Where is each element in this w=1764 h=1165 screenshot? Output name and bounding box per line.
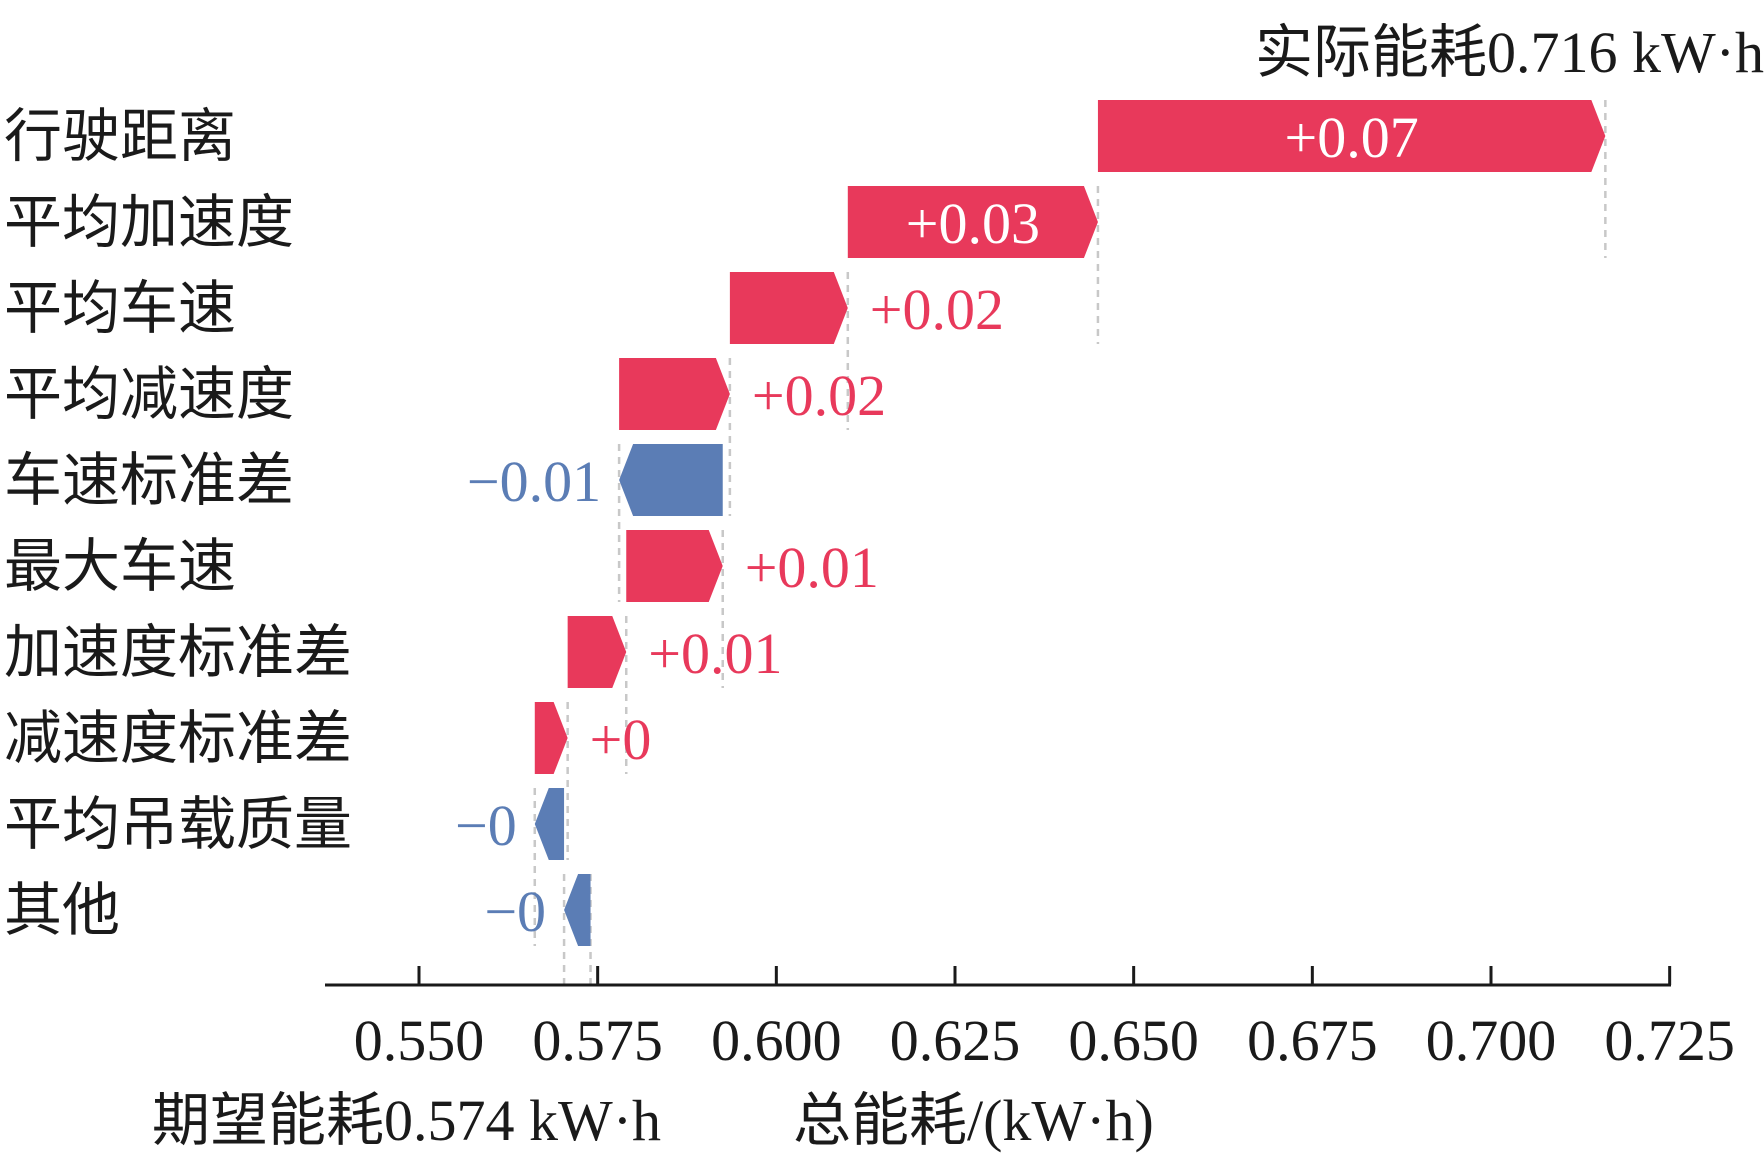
feature-label: 车速标准差 bbox=[4, 446, 294, 514]
x-tick-label: 0.550 bbox=[354, 1008, 485, 1073]
bar-2 bbox=[847, 186, 1098, 258]
feature-label: 平均减速度 bbox=[4, 360, 294, 428]
value-label: +0.03 bbox=[906, 191, 1040, 256]
value-labels: +0.07 +0.03 +0.02 +0.02 −0.01 +0.01 +0.01 +0 −0 −… bbox=[455, 105, 1419, 944]
bar-7 bbox=[567, 616, 627, 688]
value-label: +0 bbox=[590, 707, 652, 772]
x-tick-label: 0.675 bbox=[1247, 1008, 1378, 1073]
value-label: −0 bbox=[484, 879, 546, 944]
x-axis: 0.550 0.575 0.600 0.625 0.650 0.675 0.700 0.725 bbox=[325, 966, 1735, 1073]
bar-10 bbox=[564, 874, 591, 946]
feature-label: 最大车速 bbox=[4, 532, 236, 600]
feature-labels: 行驶距离平均加速度平均车速平均减速度车速标准差最大车速加速度标准差减速度标准差平… bbox=[4, 102, 352, 944]
value-label: −0 bbox=[455, 793, 517, 858]
x-tick-label: 0.575 bbox=[532, 1008, 663, 1073]
bar-1 bbox=[1097, 100, 1606, 172]
feature-label: 平均加速度 bbox=[4, 188, 294, 256]
value-label: +0.01 bbox=[648, 621, 782, 686]
feature-label: 加速度标准差 bbox=[4, 618, 352, 686]
value-label: +0.02 bbox=[870, 277, 1004, 342]
expected-energy-annotation: 期望能耗0.574 kW·h bbox=[152, 1088, 661, 1153]
x-tick-label: 0.650 bbox=[1068, 1008, 1199, 1073]
x-tick-label: 0.725 bbox=[1604, 1008, 1735, 1073]
bar-6 bbox=[626, 530, 723, 602]
value-label: +0.01 bbox=[745, 535, 879, 600]
x-tick-label: 0.700 bbox=[1426, 1008, 1557, 1073]
x-tick-label: 0.600 bbox=[711, 1008, 842, 1073]
feature-label: 平均车速 bbox=[4, 274, 236, 342]
x-tick-label: 0.625 bbox=[890, 1008, 1021, 1073]
bar-9 bbox=[534, 788, 565, 860]
bars bbox=[534, 100, 1606, 946]
feature-label: 行驶距离 bbox=[4, 102, 236, 170]
actual-energy-annotation: 实际能耗0.716 kW·h bbox=[1255, 20, 1764, 85]
bar-4 bbox=[619, 358, 730, 430]
feature-label: 减速度标准差 bbox=[4, 704, 352, 772]
feature-label: 其他 bbox=[4, 876, 120, 944]
feature-label: 平均吊载质量 bbox=[4, 790, 352, 858]
value-label: −0.01 bbox=[467, 449, 601, 514]
value-label: +0.02 bbox=[752, 363, 886, 428]
bar-8 bbox=[534, 702, 568, 774]
value-label: +0.07 bbox=[1285, 105, 1419, 170]
x-axis-title: 总能耗/(kW·h) bbox=[793, 1088, 1154, 1153]
bar-5 bbox=[619, 444, 723, 516]
bar-3 bbox=[729, 272, 848, 344]
